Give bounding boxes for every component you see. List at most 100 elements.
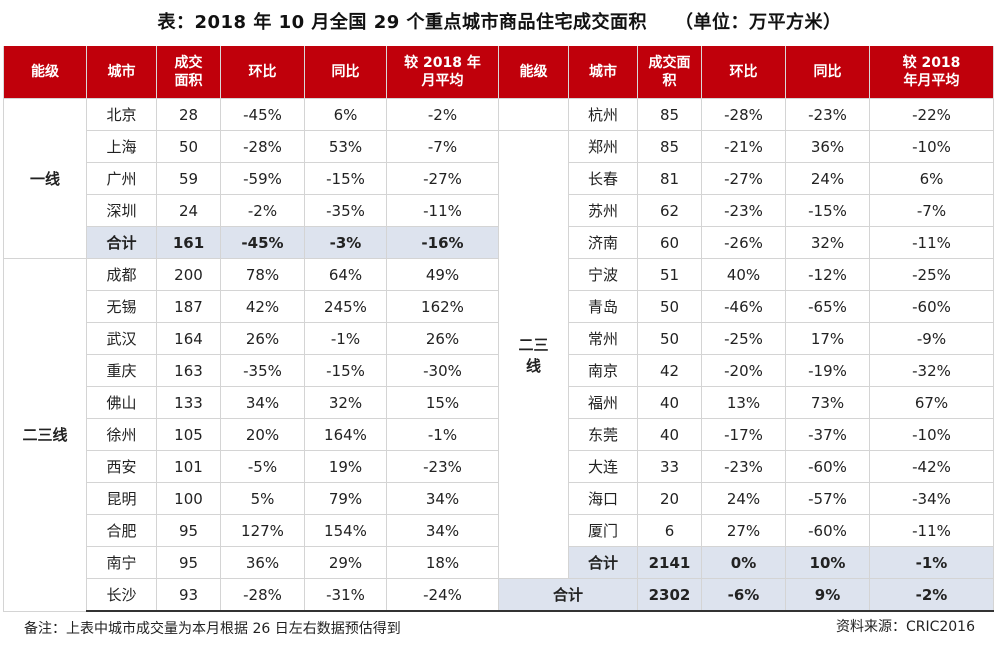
cell-avg: -7% (869, 194, 994, 227)
cell-city: 海口 (568, 482, 638, 515)
cell-city: 长春 (568, 162, 638, 195)
cell-total-label: 合计 (86, 226, 157, 259)
cell-yoy: 154% (304, 514, 387, 547)
cell-area: 95 (156, 514, 221, 547)
cell-avg: -1% (386, 418, 499, 451)
cell-yoy: -23% (785, 98, 870, 131)
header-area: 成交 面积 (156, 46, 221, 99)
cell-area: 59 (156, 162, 221, 195)
header-tier: 能级 (3, 46, 87, 99)
cell-mom: 78% (220, 258, 305, 291)
cell-total-mom: 0% (701, 546, 786, 579)
cell-city: 东莞 (568, 418, 638, 451)
cell-avg: -27% (386, 162, 499, 195)
cell-tier-right-blank (498, 98, 569, 131)
cell-city: 郑州 (568, 130, 638, 163)
cell-area: 200 (156, 258, 221, 291)
cell-yoy: 64% (304, 258, 387, 291)
cell-yoy: 73% (785, 386, 870, 419)
header-mom: 环比 (220, 46, 305, 99)
cell-mom: 40% (701, 258, 786, 291)
table-row: 长沙 93 -28% -31% -24% 合计 2302 -6% 9% -2% (4, 578, 994, 612)
cell-area: 163 (156, 354, 221, 387)
cell-yoy: -37% (785, 418, 870, 451)
cell-mom: 20% (220, 418, 305, 451)
cell-city: 苏州 (568, 194, 638, 227)
cell-yoy: -65% (785, 290, 870, 323)
cell-yoy: 245% (304, 290, 387, 323)
cell-total-avg: -16% (386, 226, 499, 259)
cell-mom: -17% (701, 418, 786, 451)
cell-yoy: -60% (785, 450, 870, 483)
cell-yoy: 17% (785, 322, 870, 355)
cell-mom: -27% (701, 162, 786, 195)
grand-total-area: 2302 (637, 578, 702, 612)
header-city-right: 城市 (568, 46, 638, 99)
cell-avg: 6% (869, 162, 994, 195)
header-area-right: 成交面积 (637, 46, 702, 99)
cell-city: 常州 (568, 322, 638, 355)
cell-mom: 127% (220, 514, 305, 547)
cell-avg: 67% (869, 386, 994, 419)
cell-total-mom: -45% (220, 226, 305, 259)
cell-total-label: 合计 (568, 546, 638, 579)
cell-area: 100 (156, 482, 221, 515)
cell-area: 33 (637, 450, 702, 483)
cell-city: 青岛 (568, 290, 638, 323)
cell-total-avg: -1% (869, 546, 994, 579)
cell-city: 大连 (568, 450, 638, 483)
cell-mom: -28% (701, 98, 786, 131)
cell-area: 42 (637, 354, 702, 387)
cell-avg: -22% (869, 98, 994, 131)
cell-city: 长沙 (86, 578, 157, 612)
header-mom-right: 环比 (701, 46, 786, 99)
cell-area: 50 (637, 290, 702, 323)
cell-avg: -11% (386, 194, 499, 227)
cell-avg: 34% (386, 482, 499, 515)
cell-avg: 34% (386, 514, 499, 547)
cell-mom: -23% (701, 194, 786, 227)
cell-city: 武汉 (86, 322, 157, 355)
cell-area: 101 (156, 450, 221, 483)
cell-yoy: 36% (785, 130, 870, 163)
table-row: 一线 北京 28 -45% 6% -2% 杭州 85 -28% -23% -22… (3, 98, 994, 259)
cell-yoy: 6% (304, 98, 387, 131)
cell-yoy: 24% (785, 162, 870, 195)
cell-avg: 162% (386, 290, 499, 323)
table-row: 徐州 105 20% 164% -1% 东莞 40 -17% -37% -10% (4, 418, 994, 451)
cell-avg: -9% (869, 322, 994, 355)
cell-mom: -21% (701, 130, 786, 163)
cell-avg: -23% (386, 450, 499, 483)
cell-mom: -35% (220, 354, 305, 387)
cell-yoy: 32% (304, 386, 387, 419)
cell-total-area: 2141 (637, 546, 702, 579)
source-note: 资料来源：CRIC2016 (835, 619, 975, 635)
cell-area: 20 (637, 482, 702, 515)
cell-area: 28 (156, 98, 221, 131)
cell-city: 重庆 (86, 354, 157, 387)
cell-yoy: -15% (304, 162, 387, 195)
cell-area: 85 (637, 130, 702, 163)
cell-area: 40 (637, 418, 702, 451)
cell-avg: 26% (386, 322, 499, 355)
cell-mom: -59% (220, 162, 305, 195)
table-row: 西安 101 -5% 19% -23% 大连 33 -23% -60% -42% (4, 450, 994, 483)
cell-city: 广州 (86, 162, 157, 195)
cell-city: 昆明 (86, 482, 157, 515)
cell-mom: 27% (701, 514, 786, 547)
cell-avg: 18% (386, 546, 499, 579)
grand-total-label: 合计 (498, 578, 638, 612)
cell-mom: -2% (220, 194, 305, 227)
table-row: 广州 59 -59% -15% -27% 长春 81 -27% 24% 6% (4, 162, 994, 195)
cell-yoy: -15% (785, 194, 870, 227)
cell-city: 宁波 (568, 258, 638, 291)
unit-text: （单位：万平方米） (675, 12, 842, 33)
cell-yoy: -1% (304, 322, 387, 355)
header-avg: 较 2018 年月平均 (386, 46, 499, 99)
cell-city: 上海 (86, 130, 157, 163)
cell-yoy: -12% (785, 258, 870, 291)
cell-mom: 34% (220, 386, 305, 419)
cell-city: 成都 (86, 258, 157, 291)
table-row: 重庆 163 -35% -15% -30% 南京 42 -20% -19% -3… (4, 354, 994, 387)
cell-mom: -46% (701, 290, 786, 323)
